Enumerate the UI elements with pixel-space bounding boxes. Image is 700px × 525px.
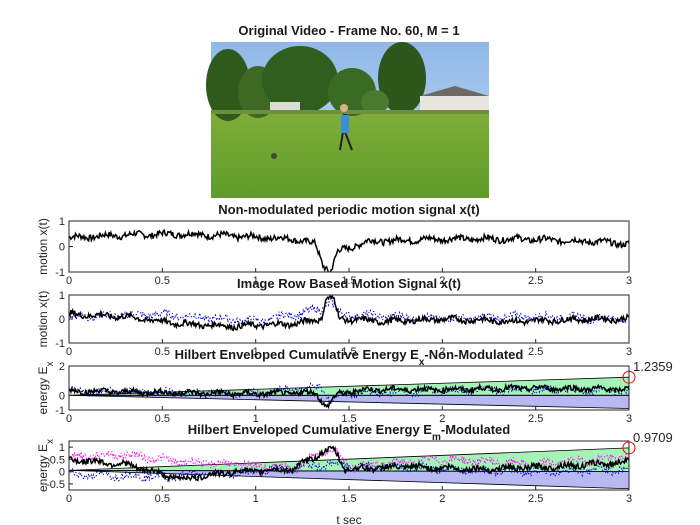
series-line-2 [69,382,629,410]
x-tick-label: 1.5 [341,493,356,505]
x-tick-label: 2 [439,275,445,287]
x-tick-label: 1 [253,275,259,287]
y-tick-label: 1 [59,290,65,302]
x-tick-label: 1.5 [341,413,356,425]
x-tick-label: 2.5 [528,275,543,287]
x-tick-label: 2.5 [528,493,543,505]
series-line-2 [69,295,629,332]
x-tick-label: 3 [626,493,632,505]
x-tick-label: 0.5 [155,275,170,287]
x-tick-label: 1 [253,493,259,505]
series-line-3 [69,445,629,483]
y-tick-label: 1 [59,216,65,228]
x-tick-label: 0.5 [155,413,170,425]
end-value-annotation: 0.9709 [633,430,673,445]
y-tick-label: 0 [59,390,65,402]
x-tick-label: 2 [439,413,445,425]
x-tick-label: 1.5 [341,275,356,287]
energy-fill-2 [69,394,629,409]
x-axis-label: t sec [336,513,361,525]
y-tick-label: 1 [59,442,65,454]
y-tick-label: -1 [55,267,65,279]
end-value-annotation: 1.2359 [633,359,673,374]
x-tick-label: 1 [253,413,259,425]
y-tick-label: -1 [55,405,65,417]
y-tick-label: 2 [59,361,65,373]
y-axis-label: motion x(t) [36,291,50,348]
subplot-title: Image Row Based Motion Signal x(t) [237,276,461,291]
subplot-title: Hilbert Enveloped Cumulative Energy Ex-N… [175,347,524,368]
y-tick-label: 0 [59,314,65,326]
x-tick-label: 0.5 [155,346,170,358]
video-frame-image [206,42,489,198]
x-tick-label: 0 [66,346,72,358]
y-tick-label: 0 [59,242,65,254]
x-tick-label: 2 [439,493,445,505]
x-tick-label: 3 [626,346,632,358]
x-tick-label: 1 [253,346,259,358]
subplot-title: Hilbert Enveloped Cumulative Energy Em-M… [188,422,510,443]
x-tick-label: 1.5 [341,346,356,358]
x-tick-label: 0.5 [155,493,170,505]
x-tick-label: 0 [66,275,72,287]
y-tick-label: -1 [55,338,65,350]
x-tick-label: 0 [66,413,72,425]
x-tick-label: 2.5 [528,413,543,425]
x-tick-label: 3 [626,413,632,425]
x-tick-label: 2 [439,346,445,358]
end-value-marker [622,441,636,455]
y-tick-label: -0.5 [46,479,65,491]
y-axis-label: energy Ex [36,361,56,414]
series-line-1 [69,298,629,327]
y-tick-label: 0.5 [50,454,65,466]
subplot-title: Non-modulated periodic motion signal x(t… [218,202,479,217]
y-axis-label: motion x(t) [36,218,50,275]
end-value-marker [622,370,636,384]
x-tick-label: 3 [626,275,632,287]
y-tick-label: 0 [59,467,65,479]
series-line-1 [69,228,629,272]
image-title: Original Video - Frame No. 60, M = 1 [238,23,459,38]
x-tick-label: 2.5 [528,346,543,358]
x-tick-label: 0 [66,493,72,505]
